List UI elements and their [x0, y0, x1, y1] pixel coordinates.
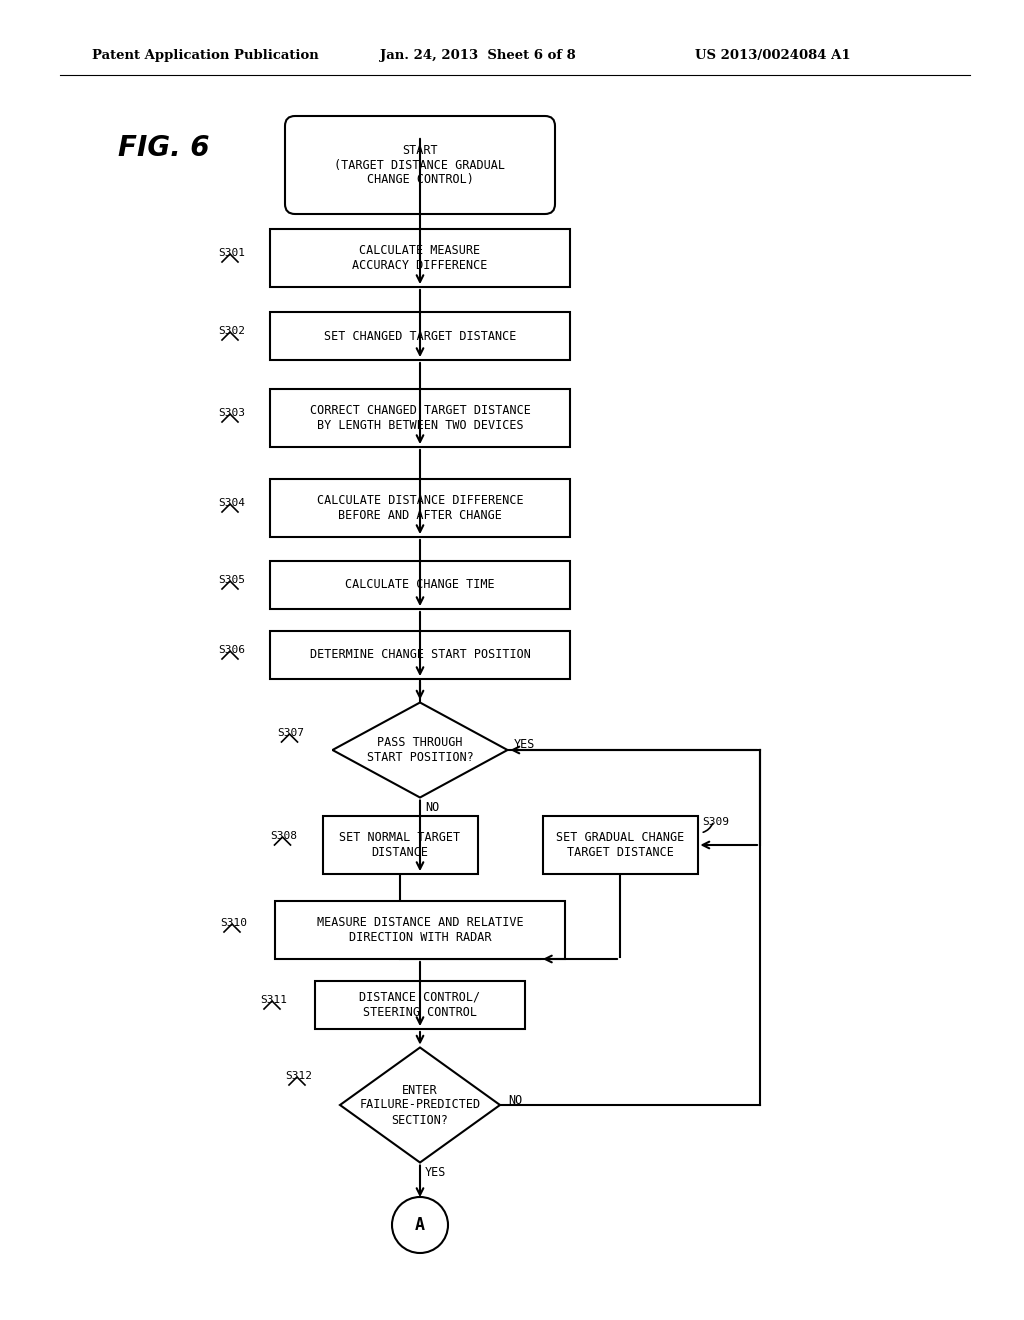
Bar: [323, 816, 477, 874]
Text: DISTANCE CONTROL/
STEERING CONTROL: DISTANCE CONTROL/ STEERING CONTROL: [359, 991, 480, 1019]
Text: S307: S307: [278, 729, 304, 738]
Bar: [270, 312, 570, 360]
Bar: [270, 479, 570, 537]
Bar: [270, 631, 570, 678]
Text: S309: S309: [702, 817, 729, 828]
Bar: [270, 228, 570, 286]
Text: S304: S304: [218, 498, 245, 508]
Polygon shape: [340, 1048, 500, 1163]
Text: NO: NO: [508, 1093, 522, 1106]
Text: PASS THROUGH
START POSITION?: PASS THROUGH START POSITION?: [367, 737, 473, 764]
Circle shape: [392, 1197, 449, 1253]
Text: US 2013/0024084 A1: US 2013/0024084 A1: [695, 49, 851, 62]
Text: S310: S310: [220, 917, 247, 928]
Text: SET GRADUAL CHANGE
TARGET DISTANCE: SET GRADUAL CHANGE TARGET DISTANCE: [556, 832, 684, 859]
Bar: [315, 981, 525, 1030]
Text: CALCULATE DISTANCE DIFFERENCE
BEFORE AND AFTER CHANGE: CALCULATE DISTANCE DIFFERENCE BEFORE AND…: [316, 494, 523, 521]
Bar: [275, 902, 565, 960]
Text: MEASURE DISTANCE AND RELATIVE
DIRECTION WITH RADAR: MEASURE DISTANCE AND RELATIVE DIRECTION …: [316, 916, 523, 944]
Text: S305: S305: [218, 576, 245, 585]
Polygon shape: [333, 702, 508, 797]
Text: A: A: [415, 1216, 425, 1234]
Text: NO: NO: [425, 801, 439, 814]
Text: CALCULATE CHANGE TIME: CALCULATE CHANGE TIME: [345, 578, 495, 591]
Text: Patent Application Publication: Patent Application Publication: [92, 49, 318, 62]
Text: S308: S308: [270, 832, 298, 841]
Text: FIG. 6: FIG. 6: [118, 135, 210, 162]
Text: ENTER
FAILURE-PREDICTED
SECTION?: ENTER FAILURE-PREDICTED SECTION?: [359, 1084, 480, 1126]
Bar: [270, 389, 570, 447]
Bar: [270, 561, 570, 609]
Text: S306: S306: [218, 645, 245, 655]
Text: Jan. 24, 2013  Sheet 6 of 8: Jan. 24, 2013 Sheet 6 of 8: [380, 49, 575, 62]
Text: YES: YES: [425, 1166, 446, 1179]
Text: S301: S301: [218, 248, 245, 257]
FancyBboxPatch shape: [285, 116, 555, 214]
Text: SET NORMAL TARGET
DISTANCE: SET NORMAL TARGET DISTANCE: [339, 832, 461, 859]
Text: CALCULATE MEASURE
ACCURACY DIFFERENCE: CALCULATE MEASURE ACCURACY DIFFERENCE: [352, 244, 487, 272]
Text: S312: S312: [285, 1071, 312, 1081]
Text: CORRECT CHANGED TARGET DISTANCE
BY LENGTH BETWEEN TWO DEVICES: CORRECT CHANGED TARGET DISTANCE BY LENGT…: [309, 404, 530, 432]
Text: S303: S303: [218, 408, 245, 418]
Text: S311: S311: [260, 995, 287, 1005]
Text: DETERMINE CHANGE START POSITION: DETERMINE CHANGE START POSITION: [309, 648, 530, 661]
Text: YES: YES: [513, 738, 535, 751]
Text: START
(TARGET DISTANCE GRADUAL
CHANGE CONTROL): START (TARGET DISTANCE GRADUAL CHANGE CO…: [335, 144, 506, 186]
Bar: [543, 816, 697, 874]
Text: S302: S302: [218, 326, 245, 337]
Text: SET CHANGED TARGET DISTANCE: SET CHANGED TARGET DISTANCE: [324, 330, 516, 342]
